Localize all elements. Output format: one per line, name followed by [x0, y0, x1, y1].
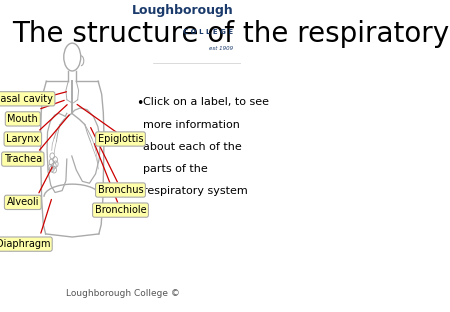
Text: Loughborough College ©: Loughborough College © — [66, 289, 180, 298]
Text: Trachea: Trachea — [4, 154, 42, 164]
Text: Larynx: Larynx — [6, 134, 40, 144]
Text: Loughborough: Loughborough — [132, 4, 234, 17]
Text: Click on a label, to see: Click on a label, to see — [143, 97, 269, 107]
Text: est 1909: est 1909 — [209, 46, 234, 51]
Text: Bronchiole: Bronchiole — [94, 205, 146, 215]
Text: about each of the: about each of the — [143, 142, 242, 152]
Text: The structure of the respiratory system: The structure of the respiratory system — [12, 20, 450, 48]
Text: Alveoli: Alveoli — [7, 197, 39, 207]
Text: Bronchus: Bronchus — [98, 185, 143, 195]
Text: •: • — [136, 97, 143, 110]
Text: C O L L E G E: C O L L E G E — [183, 29, 234, 35]
Text: Mouth: Mouth — [8, 114, 38, 124]
Text: Nasal cavity: Nasal cavity — [0, 94, 53, 104]
Text: respiratory system: respiratory system — [143, 186, 248, 196]
Text: Diaphragm: Diaphragm — [0, 239, 50, 249]
Text: parts of the: parts of the — [143, 164, 207, 174]
Text: more information: more information — [143, 119, 240, 129]
Text: Epiglottis: Epiglottis — [98, 134, 143, 144]
